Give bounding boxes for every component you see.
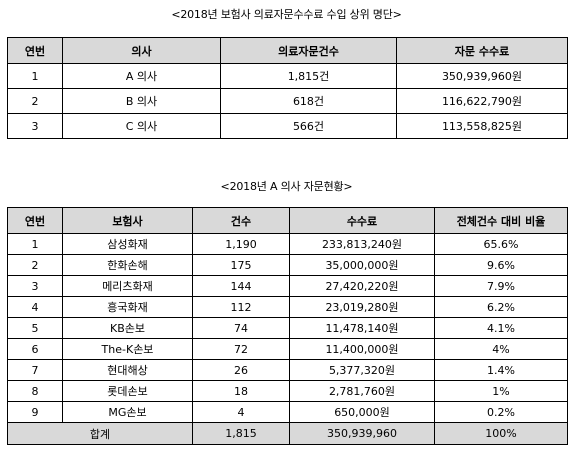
table-cell: 4.1% bbox=[434, 317, 568, 339]
table-row: 3 메리츠화재 144 27,420,220원 7.9% bbox=[7, 275, 568, 297]
table-cell: 26 bbox=[192, 359, 290, 381]
table-cell: KB손보 bbox=[62, 317, 193, 339]
table-cell: 618건 bbox=[220, 88, 397, 114]
table-cell: 1 bbox=[7, 63, 63, 89]
table-cell: 3 bbox=[7, 113, 63, 139]
header-cell: 의료자문건수 bbox=[220, 37, 397, 64]
table-cell: The-K손보 bbox=[62, 338, 193, 360]
table-cell: 삼성화재 bbox=[62, 233, 193, 255]
table-cell: 116,622,790원 bbox=[396, 88, 568, 114]
table-cell: 2,781,760원 bbox=[289, 380, 435, 402]
table-cell: 11,478,140원 bbox=[289, 317, 435, 339]
table-cell: 350,939,960원 bbox=[396, 63, 568, 89]
table-cell: 메리츠화재 bbox=[62, 275, 193, 297]
total-ratio: 100% bbox=[434, 422, 568, 445]
table-row: 6 The-K손보 72 11,400,000원 4% bbox=[7, 338, 568, 360]
table-cell: 566건 bbox=[220, 113, 397, 139]
table-cell: 18 bbox=[192, 380, 290, 402]
table-row: 1 A 의사 1,815건 350,939,960원 bbox=[7, 63, 568, 89]
table-row: 4 흥국화재 112 23,019,280원 6.2% bbox=[7, 296, 568, 318]
table-cell: 175 bbox=[192, 254, 290, 276]
table-cell: 65.6% bbox=[434, 233, 568, 255]
table-cell: 35,000,000원 bbox=[289, 254, 435, 276]
table-cell: 1% bbox=[434, 380, 568, 402]
table-cell: 1 bbox=[7, 233, 63, 255]
table-row: 3 C 의사 566건 113,558,825원 bbox=[7, 113, 568, 139]
table-cell: 4 bbox=[192, 401, 290, 423]
table-cell: 113,558,825원 bbox=[396, 113, 568, 139]
table-row: 9 MG손보 4 650,000원 0.2% bbox=[7, 401, 568, 423]
table-cell: B 의사 bbox=[62, 88, 221, 114]
table-cell: 5 bbox=[7, 317, 63, 339]
table-row: 8 롯데손보 18 2,781,760원 1% bbox=[7, 380, 568, 402]
table-cell: C 의사 bbox=[62, 113, 221, 139]
doctor-a-status-table: 연번 보험사 건수 수수료 전체건수 대비 비율 1 삼성화재 1,190 233,8… bbox=[7, 207, 568, 445]
table-cell: 흥국화재 bbox=[62, 296, 193, 318]
table-cell: 2 bbox=[7, 254, 63, 276]
table-cell: 2 bbox=[7, 88, 63, 114]
table-cell: 23,019,280원 bbox=[289, 296, 435, 318]
table-cell: 9 bbox=[7, 401, 63, 423]
table-cell: 4% bbox=[434, 338, 568, 360]
table-cell: 112 bbox=[192, 296, 290, 318]
table-cell: 72 bbox=[192, 338, 290, 360]
table-cell: A 의사 bbox=[62, 63, 221, 89]
table-cell: 6 bbox=[7, 338, 63, 360]
header-cell: 전체건수 대비 비율 bbox=[434, 207, 568, 234]
table-cell: 650,000원 bbox=[289, 401, 435, 423]
header-cell: 자문 수수료 bbox=[396, 37, 568, 64]
header-cell: 건수 bbox=[192, 207, 290, 234]
table-cell: 8 bbox=[7, 380, 63, 402]
table-cell: 27,420,220원 bbox=[289, 275, 435, 297]
table-cell: MG손보 bbox=[62, 401, 193, 423]
table-cell: 7 bbox=[7, 359, 63, 381]
header-cell: 의사 bbox=[62, 37, 221, 64]
table-row: 2 B 의사 618건 116,622,790원 bbox=[7, 88, 568, 114]
table-cell: 현대해상 bbox=[62, 359, 193, 381]
table-cell: 0.2% bbox=[434, 401, 568, 423]
doctor-ranking-title: <2018년 보험사 의료자문수수료 수입 상위 명단> bbox=[171, 8, 402, 21]
total-label: 합계 bbox=[7, 422, 193, 445]
total-fee: 350,939,960 bbox=[289, 422, 435, 445]
total-row: 합계 1,815 350,939,960 100% bbox=[7, 422, 568, 445]
table-cell: 4 bbox=[7, 296, 63, 318]
table-cell: 74 bbox=[192, 317, 290, 339]
table-row: 5 KB손보 74 11,478,140원 4.1% bbox=[7, 317, 568, 339]
table-cell: 11,400,000원 bbox=[289, 338, 435, 360]
table-header-row: 연번 보험사 건수 수수료 전체건수 대비 비율 bbox=[7, 207, 568, 234]
doctor-a-status-title: <2018년 A 의사 자문현황> bbox=[220, 180, 353, 193]
table-cell: 1,190 bbox=[192, 233, 290, 255]
table-cell: 1.4% bbox=[434, 359, 568, 381]
table-cell: 6.2% bbox=[434, 296, 568, 318]
header-cell: 수수료 bbox=[289, 207, 435, 234]
table-row: 2 한화손해 175 35,000,000원 9.6% bbox=[7, 254, 568, 276]
table-cell: 한화손해 bbox=[62, 254, 193, 276]
header-cell: 연번 bbox=[7, 207, 63, 234]
table-cell: 233,813,240원 bbox=[289, 233, 435, 255]
doctor-ranking-table: 연번 의사 의료자문건수 자문 수수료 1 A 의사 1,815건 350,93… bbox=[7, 37, 568, 139]
table-cell: 롯데손보 bbox=[62, 380, 193, 402]
table-cell: 3 bbox=[7, 275, 63, 297]
table-cell: 9.6% bbox=[434, 254, 568, 276]
header-cell: 보험사 bbox=[62, 207, 193, 234]
table-header-row: 연번 의사 의료자문건수 자문 수수료 bbox=[7, 37, 568, 64]
table-cell: 144 bbox=[192, 275, 290, 297]
table-row: 1 삼성화재 1,190 233,813,240원 65.6% bbox=[7, 233, 568, 255]
table-cell: 7.9% bbox=[434, 275, 568, 297]
header-cell: 연번 bbox=[7, 37, 63, 64]
table-row: 7 현대해상 26 5,377,320원 1.4% bbox=[7, 359, 568, 381]
table-cell: 5,377,320원 bbox=[289, 359, 435, 381]
table-cell: 1,815건 bbox=[220, 63, 397, 89]
total-count: 1,815 bbox=[192, 422, 290, 445]
